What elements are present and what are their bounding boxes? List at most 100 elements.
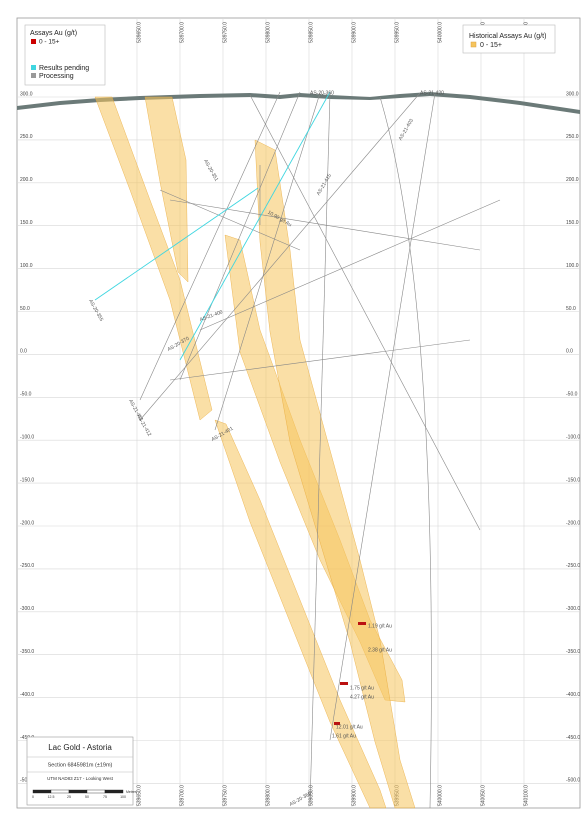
easting-label: 540100.0 bbox=[523, 785, 529, 806]
drill-holes bbox=[94, 91, 501, 809]
drill-trace bbox=[169, 199, 481, 251]
drill-trace bbox=[309, 92, 331, 806]
assay-label: 2.38 g/t Au bbox=[368, 647, 392, 653]
drill-trace bbox=[139, 91, 281, 401]
scale-label: 75 bbox=[103, 795, 107, 799]
title-block bbox=[26, 736, 134, 806]
easting-label: 539700.0 bbox=[179, 22, 185, 43]
easting-label: 539800.0 bbox=[265, 22, 271, 43]
drill-trace bbox=[249, 94, 481, 531]
drill-trace bbox=[169, 339, 471, 381]
elevation-label: -150.0 bbox=[566, 477, 580, 483]
elevation-label: 150.0 bbox=[566, 220, 579, 226]
legend-label: 0 - 15+ bbox=[480, 42, 502, 49]
drill-trace bbox=[199, 199, 501, 331]
zone bbox=[214, 419, 387, 809]
assay-mark bbox=[334, 722, 340, 725]
zone bbox=[144, 96, 189, 283]
assay-label: 4.27 g/t Au bbox=[350, 694, 374, 700]
zone bbox=[224, 234, 406, 703]
elevation-label: -300.0 bbox=[20, 606, 34, 612]
elevation-label: 250.0 bbox=[566, 134, 579, 140]
assay-label: 1.19 g/t Au bbox=[368, 623, 392, 629]
elevation-label: -400.0 bbox=[566, 692, 580, 698]
scale-label: 0 bbox=[32, 795, 34, 799]
drill-hole-label: AS-21-420 bbox=[420, 90, 444, 96]
elevation-label: 50.0 bbox=[566, 306, 576, 312]
assay-label: 1.75 g/t Au bbox=[350, 685, 374, 691]
elevation-label: -150.0 bbox=[20, 477, 34, 483]
elevation-label: 250.0 bbox=[20, 134, 33, 140]
legend-box bbox=[462, 24, 556, 54]
elevation-label: 300.0 bbox=[566, 91, 579, 97]
scale-segment bbox=[104, 789, 124, 794]
drill-trace bbox=[214, 92, 321, 431]
easting-label: 539700.0 bbox=[179, 785, 185, 806]
drill-trace bbox=[179, 91, 301, 381]
scale-unit: Metres bbox=[126, 790, 137, 794]
legend-swatch bbox=[470, 41, 477, 48]
assay-mark bbox=[340, 682, 348, 685]
legend-label: Results pending bbox=[39, 65, 89, 72]
elevation-label: -500.0 bbox=[566, 778, 580, 784]
elevation-label: -50.0 bbox=[566, 392, 578, 398]
section-label: Section 6845981m (±19m) bbox=[48, 762, 113, 768]
elevation-label: -450.0 bbox=[566, 735, 580, 741]
projection-label: UTM NAD83 Z17 - Looking West bbox=[47, 776, 113, 781]
pending-trace bbox=[94, 187, 259, 301]
easting-label: 539950.0 bbox=[394, 22, 400, 43]
scale-label: 12.5 bbox=[48, 795, 55, 799]
scale-segment bbox=[68, 789, 88, 794]
elevation-label: 100.0 bbox=[20, 263, 33, 269]
scale-segment bbox=[32, 789, 52, 794]
drill-hole-label: AS-20-360 bbox=[310, 90, 334, 96]
legend-label: Processing bbox=[39, 73, 74, 80]
elevation-label: -250.0 bbox=[566, 563, 580, 569]
legend-swatch bbox=[31, 39, 36, 44]
drill-trace bbox=[379, 96, 432, 809]
elevation-label: 50.0 bbox=[20, 306, 30, 312]
easting-label: 539900.0 bbox=[351, 22, 357, 43]
legend-label: 0 - 15+ bbox=[39, 39, 60, 46]
scale-segment bbox=[86, 789, 106, 794]
elevation-label: -350.0 bbox=[566, 649, 580, 655]
elevation-label: 150.0 bbox=[20, 220, 33, 226]
legend-box bbox=[24, 24, 106, 86]
elevation-label: -200.0 bbox=[20, 520, 34, 526]
easting-label: 539650.0 bbox=[136, 785, 142, 806]
easting-label: 540000.0 bbox=[437, 22, 443, 43]
legend-title: Historical Assays Au (g/t) bbox=[469, 33, 546, 40]
assay-label: 1.61 g/t Au bbox=[332, 733, 356, 739]
legend-swatch bbox=[31, 73, 36, 78]
easting-label: 539800.0 bbox=[265, 785, 271, 806]
easting-label: 540050.0 bbox=[480, 785, 486, 806]
elevation-label: -350.0 bbox=[20, 649, 34, 655]
easting-label: 539850.0 bbox=[308, 22, 314, 43]
elevation-label: 0.0 bbox=[566, 349, 573, 355]
elevation-label: -300.0 bbox=[566, 606, 580, 612]
map-title: Lac Gold - Astoria bbox=[48, 743, 112, 752]
zone bbox=[254, 139, 416, 809]
elevation-label: 0.0 bbox=[20, 349, 27, 355]
easting-label: 539750.0 bbox=[222, 22, 228, 43]
elevation-label: -50.0 bbox=[20, 392, 32, 398]
easting-label: 539900.0 bbox=[351, 785, 357, 806]
easting-label: 539650.0 bbox=[136, 22, 142, 43]
assay-label: 12.01 g/t Au bbox=[336, 724, 363, 730]
elevation-label: 200.0 bbox=[566, 177, 579, 183]
elevation-label: -200.0 bbox=[566, 520, 580, 526]
scale-label: 25 bbox=[67, 795, 71, 799]
easting-label: 539850.0 bbox=[308, 785, 314, 806]
elevation-label: -400.0 bbox=[20, 692, 34, 698]
easting-label: 540000.0 bbox=[437, 785, 443, 806]
scale-label: 100 bbox=[120, 795, 126, 799]
legend-title: Assays Au (g/t) bbox=[30, 30, 77, 37]
scale-segment bbox=[50, 789, 70, 794]
scale-label: 50 bbox=[85, 795, 89, 799]
pending-trace bbox=[179, 91, 331, 361]
elevation-label: 200.0 bbox=[20, 177, 33, 183]
easting-label: 539750.0 bbox=[222, 785, 228, 806]
elevation-label: -100.0 bbox=[566, 435, 580, 441]
